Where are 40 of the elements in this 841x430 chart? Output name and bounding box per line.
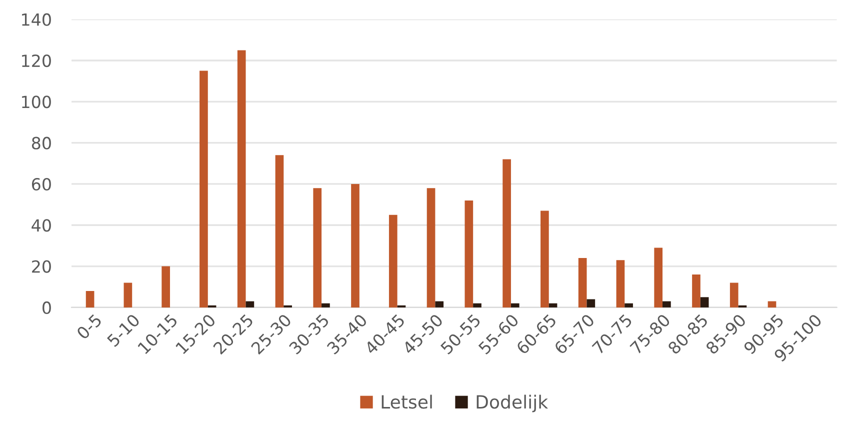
bar <box>730 282 738 308</box>
bar <box>124 282 132 308</box>
y-tick-label: 60 <box>32 178 51 191</box>
bar <box>768 301 776 308</box>
bar <box>275 155 284 308</box>
bar <box>426 188 436 308</box>
legend-label: Letsel <box>382 394 432 409</box>
bar <box>464 200 474 308</box>
bar <box>548 303 558 308</box>
bar <box>162 266 170 308</box>
legend-label: Dodelijk <box>476 394 548 412</box>
bar <box>388 214 398 308</box>
bar <box>322 303 330 308</box>
bar <box>540 210 549 308</box>
bar <box>246 301 254 308</box>
bar <box>654 248 663 308</box>
bar <box>502 159 511 308</box>
bar <box>510 303 520 308</box>
y-tick-label: 80 <box>32 136 51 150</box>
bar <box>435 301 444 308</box>
bar <box>616 260 625 308</box>
y-tick-label: 140 <box>22 13 51 26</box>
y-tick-label: 40 <box>32 219 51 232</box>
y-tick-label: 0 <box>42 301 51 314</box>
bar <box>578 258 587 308</box>
bar <box>200 70 208 308</box>
y-tick-label: 20 <box>32 260 51 273</box>
y-tick-label: 100 <box>22 96 51 108</box>
bar <box>237 50 246 308</box>
x-tick-label: 0-5 <box>76 314 102 340</box>
bar <box>473 303 482 308</box>
bar <box>662 301 671 308</box>
y-tick-label: 120 <box>22 54 51 68</box>
bar <box>313 188 322 308</box>
bar <box>586 299 596 308</box>
bar <box>86 290 94 308</box>
bar <box>351 184 360 308</box>
bar <box>700 297 709 308</box>
bar <box>692 274 700 308</box>
bar <box>624 303 633 308</box>
